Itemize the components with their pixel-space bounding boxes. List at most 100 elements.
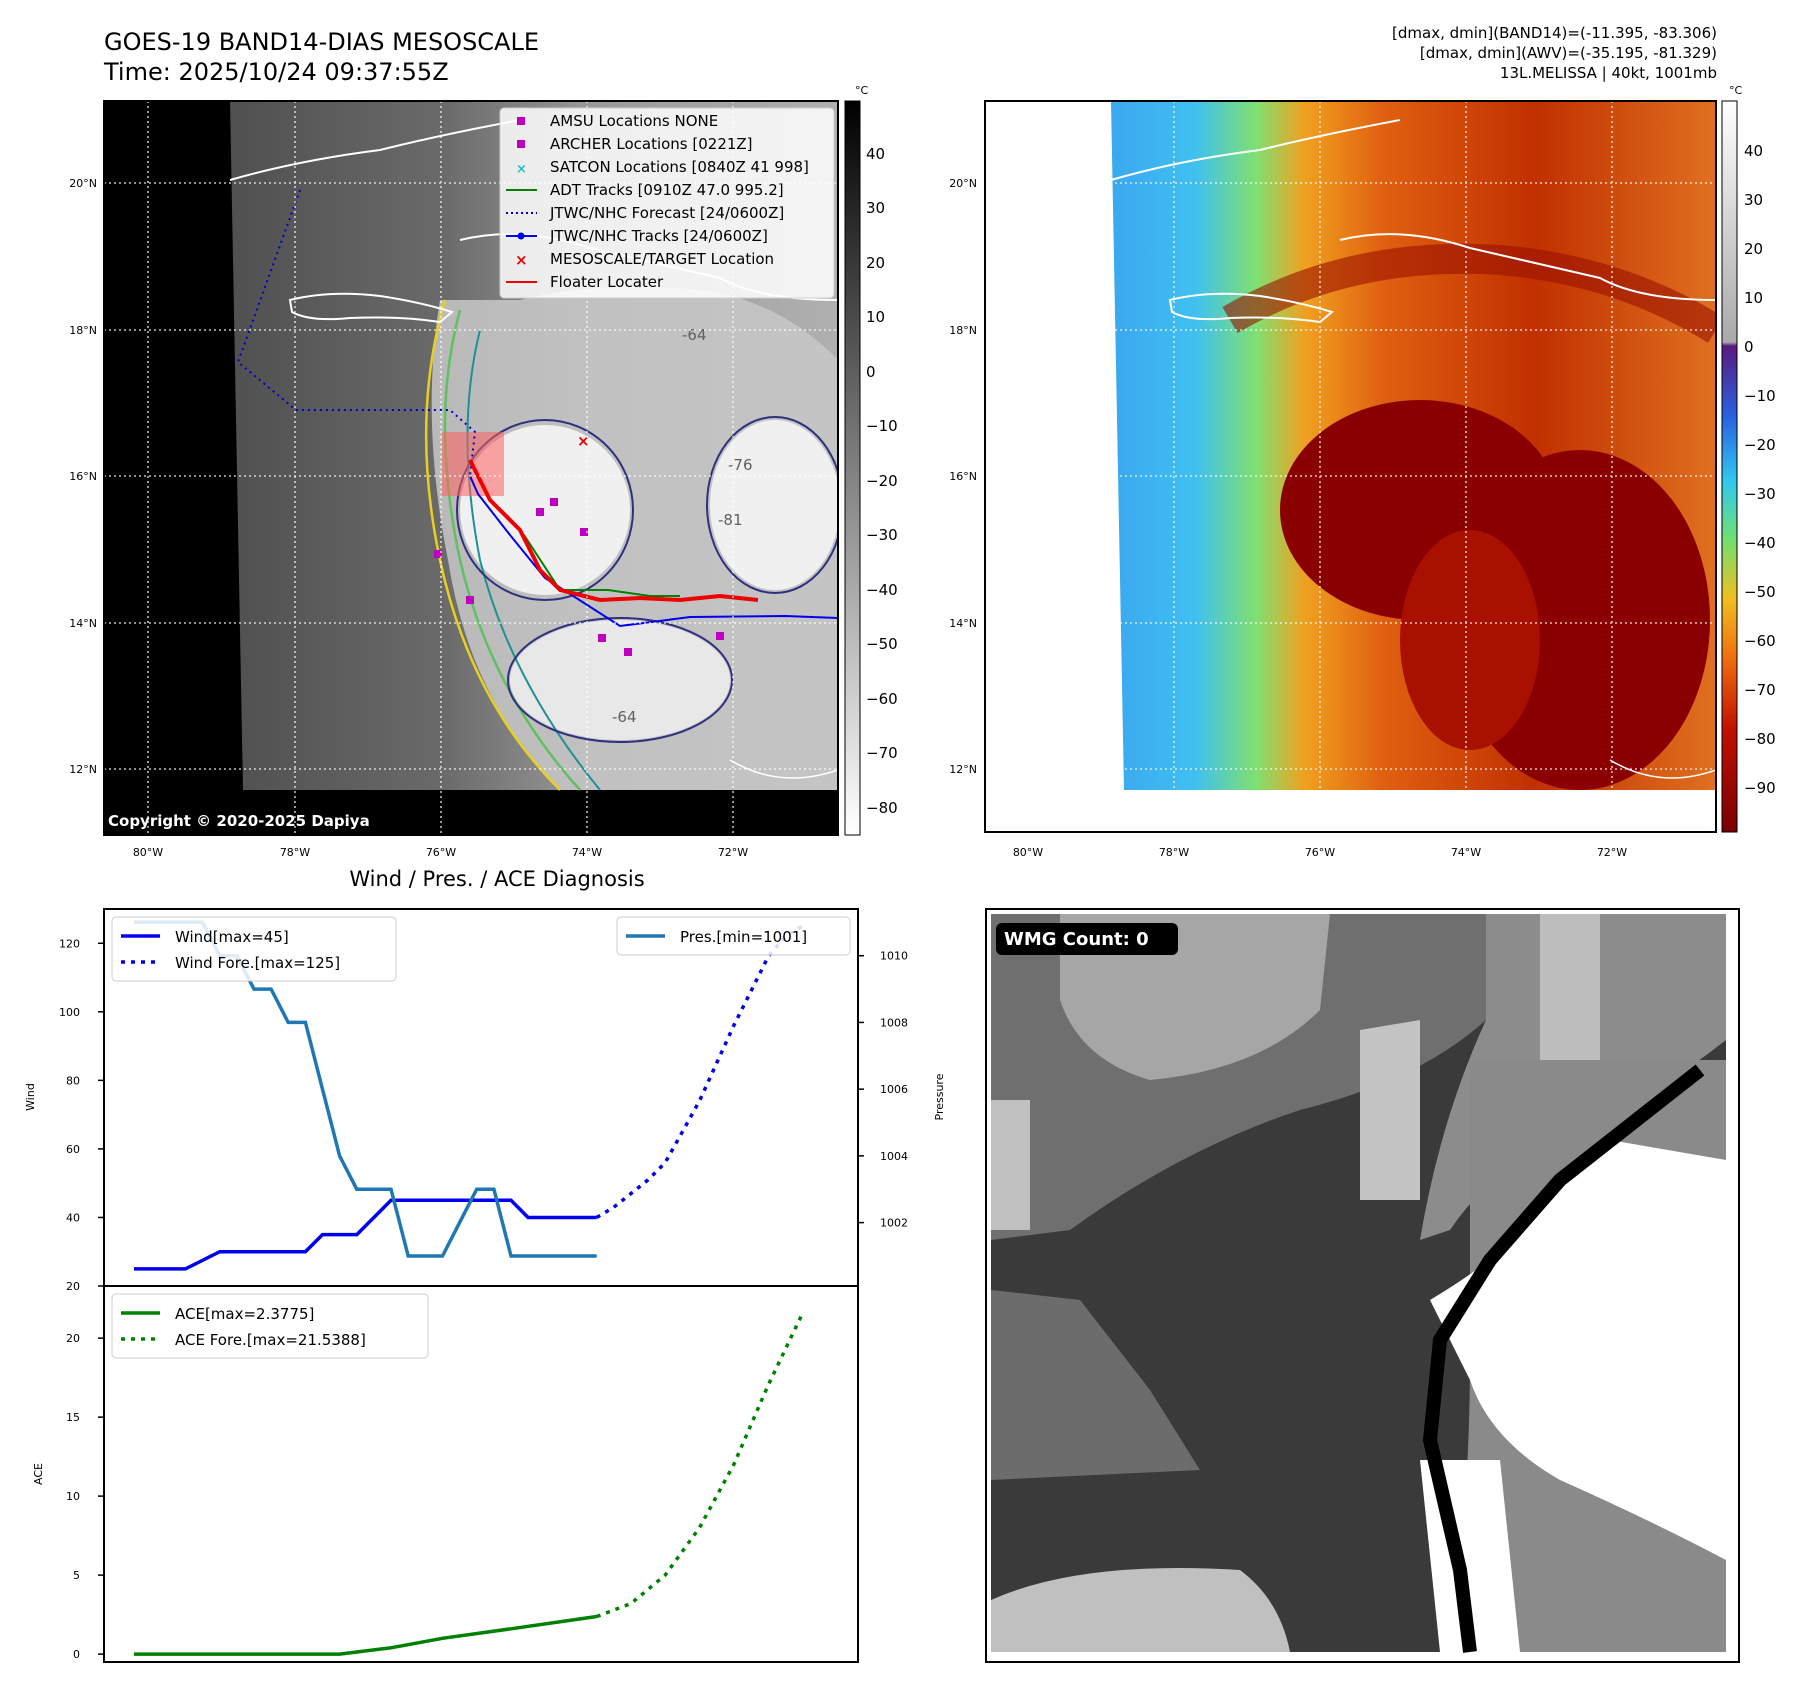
right-lat-labels: 20°N 18°N 16°N 14°N 12°N <box>949 177 977 776</box>
storm-core-east <box>710 420 838 590</box>
legend-item: MESOSCALE/TARGET Location <box>550 250 774 268</box>
lon-label: 74°W <box>572 846 602 859</box>
tick-label: 1010 <box>880 950 908 963</box>
ace-y-ticks: 0 5 10 15 20 <box>66 1332 104 1661</box>
lat-label: 20°N <box>949 177 977 190</box>
wind-axis-label: Wind <box>24 1083 37 1111</box>
coastline-cuba <box>1110 119 1401 181</box>
tick-label: 80 <box>66 1074 80 1087</box>
pressure-axis-label: Pressure <box>933 1073 946 1120</box>
tick-label: 1006 <box>880 1083 908 1096</box>
colorbar-tick: −50 <box>866 635 898 653</box>
wmg-panel[interactable]: WMG Count: 0 <box>986 909 1739 1662</box>
ace-legend-box <box>111 1293 429 1359</box>
colorbar-tick: −30 <box>866 526 898 544</box>
ace-chart: ACE 0 5 10 15 20 ACE[max=2.3775] ACE Fore.[m… <box>32 1285 859 1663</box>
archer-marker-icon <box>517 140 525 148</box>
wmg-region <box>1430 1140 1726 1560</box>
title-line-1: GOES-19 BAND14-DIAS MESOSCALE <box>104 28 539 56</box>
lat-label: 16°N <box>949 470 977 483</box>
wmg-region <box>991 1100 1030 1230</box>
colorbar-tick: −70 <box>866 744 898 762</box>
colorbar-tick: −20 <box>1744 436 1776 454</box>
contour-label: -76 <box>728 456 753 474</box>
lat-label: 12°N <box>949 763 977 776</box>
lat-label: 16°N <box>69 470 97 483</box>
lon-label: 72°W <box>1597 846 1627 859</box>
lon-label: 78°W <box>1159 846 1189 859</box>
lat-label: 18°N <box>949 324 977 337</box>
right-map-frame <box>984 100 1717 833</box>
archer-marker <box>598 634 606 642</box>
colorbar-unit: °C <box>855 84 869 97</box>
lat-label: 14°N <box>949 617 977 630</box>
wmg-region <box>1060 914 1330 1080</box>
tick-label: 20 <box>66 1332 80 1345</box>
tick-label: 10 <box>66 1490 80 1503</box>
right-map[interactable] <box>985 101 1716 832</box>
map-gridlines <box>104 101 838 835</box>
wind-line <box>134 1198 597 1271</box>
archer-marker <box>434 550 442 558</box>
tick-label: 5 <box>73 1569 80 1582</box>
wmg-region <box>1360 1020 1420 1200</box>
left-lat-labels: 20°N 18°N 16°N 14°N 12°N <box>69 177 97 776</box>
target-marker-icon: × <box>515 251 528 269</box>
lat-label: 20°N <box>69 177 97 190</box>
archer-marker <box>550 498 558 506</box>
contour-teal <box>466 329 601 791</box>
wmg-count-label: WMG Count: 0 <box>1004 929 1149 950</box>
colorbar-tick: −50 <box>1744 583 1776 601</box>
contour-navy-east <box>706 416 838 594</box>
tick-label: 120 <box>59 937 80 950</box>
colorbar-tick: −20 <box>866 472 898 490</box>
tick-label: 20 <box>66 1280 80 1293</box>
ace-axis-label: ACE <box>32 1463 45 1485</box>
lon-label: 76°W <box>426 846 456 859</box>
contour-label: -81 <box>718 511 743 529</box>
colorbar-tick: −60 <box>866 690 898 708</box>
colorbar-tick: −10 <box>1744 387 1776 405</box>
right-map-gridlines <box>985 101 1716 832</box>
tick-label: 40 <box>66 1211 80 1224</box>
pressure-legend-box <box>616 916 851 956</box>
ace-legend-item: ACE Fore.[max=21.5388] <box>175 1331 366 1349</box>
contour-green <box>443 309 581 791</box>
wind-legend-item: Wind[max=45] <box>175 928 289 946</box>
lon-label: 80°W <box>1013 846 1043 859</box>
pressure-line <box>134 920 597 1258</box>
info-line-1: [dmax, dmin](BAND14)=(-11.395, -83.306) <box>1392 24 1717 42</box>
colorbar-tick: −60 <box>1744 632 1776 650</box>
tick-label: 1008 <box>880 1016 908 1029</box>
colorbar-tick: 20 <box>1744 240 1763 258</box>
target-marker: × <box>577 432 590 450</box>
lat-label: 12°N <box>69 763 97 776</box>
wmg-region <box>991 1568 1290 1652</box>
colorbar-tick: 0 <box>1744 338 1754 356</box>
info-line-2: [dmax, dmin](AWV)=(-35.195, -81.329) <box>1420 44 1717 62</box>
lat-label: 18°N <box>69 324 97 337</box>
colorbar-tick: −70 <box>1744 681 1776 699</box>
tick-label: 1002 <box>880 1217 908 1230</box>
wmg-region <box>991 1290 1200 1480</box>
pressure-legend-item: Pres.[min=1001] <box>680 928 807 946</box>
tick-label: 1004 <box>880 1150 908 1163</box>
colorbar-tick: 10 <box>866 308 885 326</box>
info-line-3: 13L.MELISSA | 40kt, 1001mb <box>1500 64 1717 82</box>
satcon-marker-icon: × <box>516 162 527 177</box>
coastline-venezuela <box>729 759 838 779</box>
color-colorbar: °C 40 30 20 10 0 −10 −20 −30 −40 −50 −60… <box>1721 84 1776 833</box>
wind-legend-item: Wind Fore.[max=125] <box>175 954 340 972</box>
colorbar-tick: −30 <box>1744 485 1776 503</box>
color-colorbar-ticks: 40 30 20 10 0 −10 −20 −30 −40 −50 −60 −7… <box>1744 142 1776 797</box>
colorbar-tick: 40 <box>1744 142 1763 160</box>
ace-legend-item: ACE[max=2.3775] <box>175 1305 314 1323</box>
colorbar-tick: 30 <box>1744 191 1763 209</box>
colorbar-tick: −40 <box>866 581 898 599</box>
tick-label: 100 <box>59 1006 80 1019</box>
color-colorbar-bar <box>1721 100 1738 833</box>
archer-marker <box>624 648 632 656</box>
wind-y-ticks: 20 40 60 80 100 120 <box>59 937 104 1293</box>
tick-label: 0 <box>73 1648 80 1661</box>
